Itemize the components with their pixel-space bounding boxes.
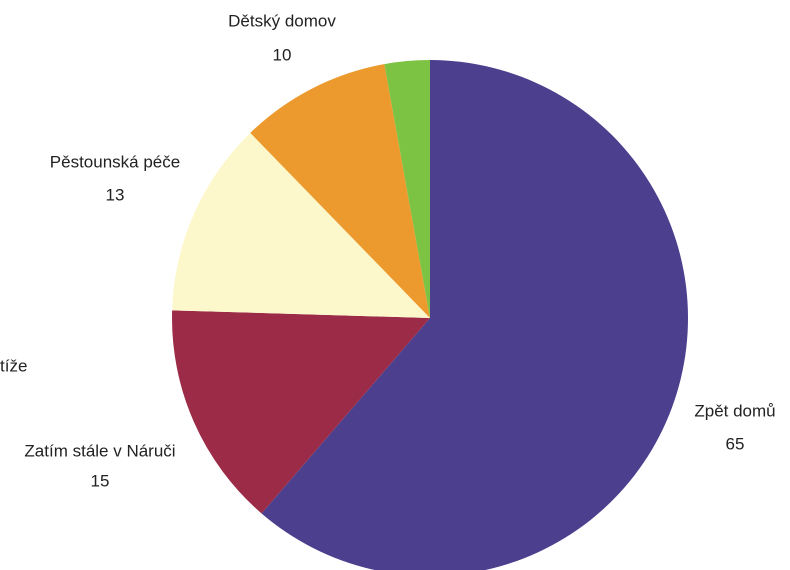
slice-label: Dětský domov [228,11,336,30]
slice-value: 13 [106,185,125,204]
slice-value: 15 [91,471,110,490]
pie-slice [172,310,431,514]
slice-label: Pěstounská péče [50,152,180,171]
slice-label: Zpět domů [694,401,775,420]
pie-slice [261,60,688,570]
pie-slice [172,132,430,318]
slice-label: tíže [0,356,27,375]
slice-value: 65 [726,434,745,453]
pie-slice [250,64,430,318]
pie-slice [384,60,430,318]
slice-label: Zatím stále v Náruči [24,441,175,460]
slice-value: 10 [273,45,292,64]
